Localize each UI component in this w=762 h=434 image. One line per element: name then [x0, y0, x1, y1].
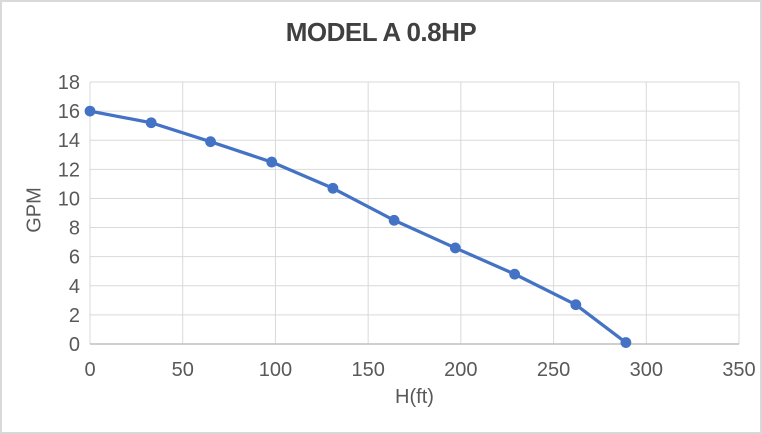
data-point: [327, 182, 339, 194]
x-tick-label: 50: [172, 359, 194, 381]
y-tick-label: 8: [69, 218, 80, 240]
data-point: [145, 117, 157, 129]
y-tick-label: 14: [58, 130, 80, 152]
series-line: [88, 109, 628, 345]
data-point: [570, 299, 582, 311]
y-tick-label: 18: [58, 72, 80, 94]
data-point: [266, 156, 278, 168]
x-tick-label: 350: [722, 359, 755, 381]
y-tick-label: 6: [69, 247, 80, 269]
data-point: [205, 136, 216, 148]
x-tick-label: 150: [351, 359, 384, 381]
data-point: [388, 214, 400, 226]
data-point: [509, 268, 521, 280]
x-tick-label: 100: [259, 359, 292, 381]
x-axis-title: H(ft): [395, 386, 434, 408]
x-tick-label: 250: [537, 359, 570, 381]
x-tick-label: 200: [444, 359, 477, 381]
y-tick-label: 0: [69, 334, 80, 356]
y-tick-label: 12: [58, 159, 80, 181]
y-tick-label: 4: [69, 276, 80, 298]
data-point: [449, 242, 461, 254]
data-point: [84, 105, 96, 117]
chart-title: MODEL A 0.8HP: [285, 17, 477, 47]
x-tick-label: 300: [630, 359, 663, 381]
y-tick-label: 10: [58, 188, 80, 210]
y-tick-label: 2: [69, 305, 80, 327]
x-tick-label: 0: [84, 359, 95, 381]
y-tick-label: 16: [58, 101, 80, 123]
data-point: [620, 337, 632, 348]
